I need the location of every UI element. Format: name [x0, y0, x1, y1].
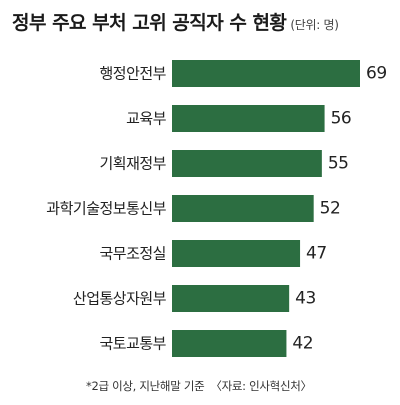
bar-category-6: [172, 330, 287, 357]
value-label-6: 42: [292, 334, 313, 354]
value-label-2: 55: [328, 154, 349, 174]
category-label-1: 교육부: [126, 110, 167, 128]
chart-title: 정부 주요 부처 고위 공직자 수 현황: [12, 12, 287, 34]
bar-category-0: [172, 60, 360, 87]
bar-category-2: [172, 150, 322, 177]
category-label-2: 기획재정부: [99, 155, 166, 173]
value-label-1: 56: [331, 109, 352, 129]
bar-chart: 행정안전부 69 교육부 56 기획재정부 55 과학기술정보통신부 52 국무조정실 47 산업통…: [46, 60, 387, 357]
source-text: 〈자료: 인사혁신처〉: [210, 379, 312, 393]
bar-category-5: [172, 285, 290, 312]
category-label-6: 국토교통부: [99, 335, 166, 353]
chart-title-block: 정부 주요 부처 고위 공직자 수 현황 (단위: 명): [12, 14, 339, 33]
value-label-5: 43: [295, 289, 316, 309]
category-label-0: 행정안전부: [99, 65, 166, 83]
value-label-3: 52: [320, 199, 341, 219]
category-label-5: 산업통상자원부: [73, 290, 167, 308]
bar-category-1: [172, 105, 325, 132]
footnote-block: *2급 이상, 지난해말 기준 〈자료: 인사혁신처〉: [86, 378, 312, 394]
value-label-0: 69: [366, 64, 387, 84]
category-label-3: 과학기술정보통신부: [46, 200, 166, 218]
unit-label: (단위: 명): [290, 18, 339, 32]
value-label-4: 47: [306, 244, 327, 264]
bar-category-4: [172, 240, 301, 267]
bar-category-3: [172, 195, 314, 222]
category-label-4: 국무조정실: [99, 245, 166, 263]
footnote-text: *2급 이상, 지난해말 기준: [86, 379, 205, 393]
